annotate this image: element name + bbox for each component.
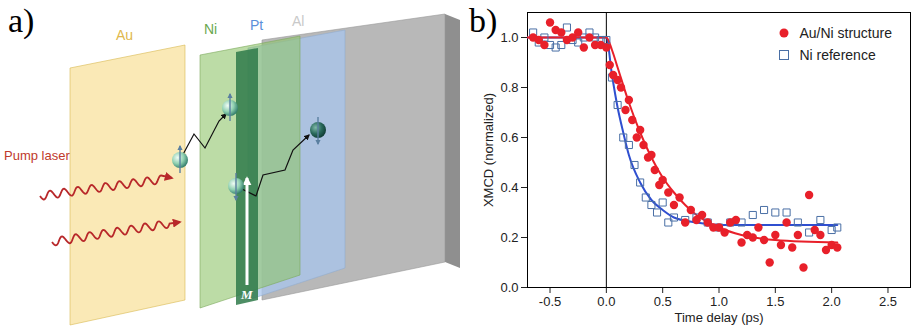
svg-text:M: M [240, 287, 253, 302]
svg-text:1.0: 1.0 [500, 30, 518, 45]
svg-text:0.0: 0.0 [597, 294, 615, 309]
svg-text:0.2: 0.2 [500, 230, 518, 245]
svg-text:2.5: 2.5 [879, 294, 897, 309]
svg-text:Au: Au [116, 27, 133, 43]
svg-text:0.5: 0.5 [654, 294, 672, 309]
svg-text:0.6: 0.6 [500, 130, 518, 145]
svg-text:Al: Al [292, 13, 304, 29]
svg-text:Pt: Pt [250, 17, 263, 33]
svg-text:2.0: 2.0 [823, 294, 841, 309]
svg-text:0.0: 0.0 [500, 280, 518, 295]
svg-text:0.4: 0.4 [500, 180, 518, 195]
html-text:b): b) [469, 2, 498, 39]
html-text:Ni reference: Ni reference [799, 47, 876, 63]
svg-text:0.8: 0.8 [500, 80, 518, 95]
html-text:Au/Ni structure: Au/Ni structure [799, 25, 892, 41]
svg-text:XMCD (normalized): XMCD (normalized) [481, 93, 496, 207]
svg-text:1.0: 1.0 [710, 294, 728, 309]
svg-text:Ni: Ni [204, 21, 217, 37]
svg-text:-0.5: -0.5 [539, 294, 561, 309]
svg-text:1.5: 1.5 [766, 294, 784, 309]
html-text:a): a) [8, 2, 35, 39]
svg-text:Pump laser: Pump laser [4, 148, 70, 163]
svg-text:Time delay (ps): Time delay (ps) [674, 310, 763, 325]
